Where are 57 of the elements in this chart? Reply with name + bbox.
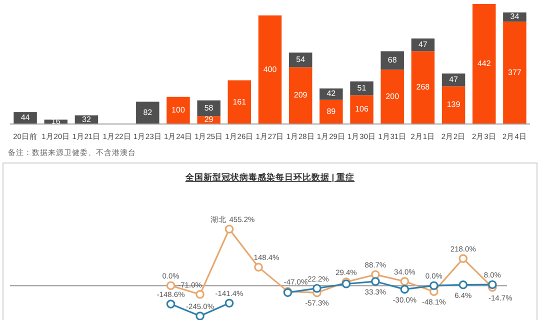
data-label: 44 — [20, 113, 30, 122]
point — [371, 277, 380, 286]
data-label: 106 — [355, 104, 369, 114]
data-label: 68 — [388, 56, 398, 65]
point — [458, 280, 468, 290]
bar — [472, 4, 496, 124]
data-label: 58 — [204, 103, 214, 112]
bar — [442, 74, 466, 86]
bar — [258, 15, 282, 124]
data-label: 54 — [296, 55, 306, 64]
bar — [411, 51, 435, 124]
data-label: 100 — [172, 106, 186, 115]
point — [166, 300, 176, 308]
data-label: 377 — [508, 68, 522, 77]
point — [224, 298, 234, 308]
data-label: 268 — [416, 82, 430, 92]
data-label: 82 — [143, 108, 153, 117]
bar — [288, 52, 312, 68]
bar — [442, 86, 466, 124]
bar — [350, 81, 374, 96]
data-label: 400 — [263, 64, 278, 74]
data-label: 32 — [82, 114, 92, 124]
data-label: 139 — [446, 100, 461, 110]
point — [224, 224, 234, 234]
data-label: 89 — [326, 107, 336, 116]
data-label: 29 — [204, 115, 214, 124]
bar — [228, 80, 252, 124]
data-label: 47 — [449, 74, 459, 84]
point — [196, 312, 204, 320]
point — [488, 280, 497, 290]
data-label: 209 — [294, 90, 308, 100]
data-label: 51 — [357, 83, 367, 92]
point — [458, 254, 468, 263]
point — [430, 281, 438, 290]
point — [312, 284, 322, 293]
bar — [320, 100, 343, 124]
point — [400, 284, 410, 294]
bar — [166, 96, 190, 124]
data-label: 161 — [232, 97, 247, 106]
bar — [380, 51, 404, 70]
point — [400, 276, 410, 286]
bar — [197, 100, 220, 116]
chart-title: 全国新型冠状病毒感染每日环比数据 | 重症 — [184, 172, 355, 182]
bar — [350, 95, 374, 124]
data-label: 34 — [510, 12, 520, 22]
point — [196, 290, 204, 299]
bar — [320, 88, 343, 100]
data-label: 200 — [386, 92, 400, 101]
bar — [380, 70, 404, 124]
data-label: 47 — [418, 40, 428, 49]
bar — [136, 102, 160, 124]
point — [254, 262, 263, 272]
data-label: 42 — [326, 89, 336, 98]
bar — [503, 22, 526, 124]
bar — [288, 67, 312, 124]
data-label: 442 — [477, 59, 492, 68]
point — [166, 281, 176, 290]
